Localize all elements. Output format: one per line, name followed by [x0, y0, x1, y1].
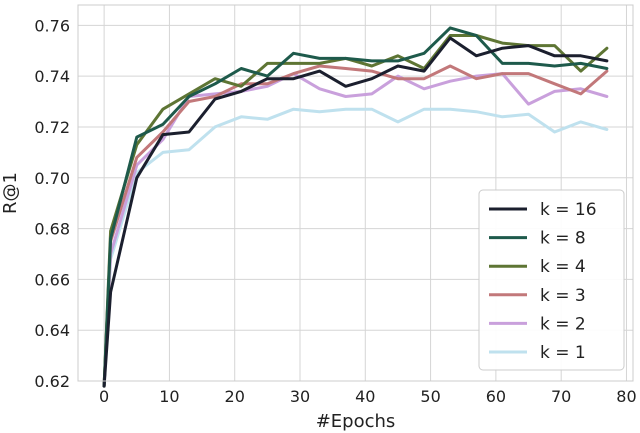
- y-tick-label: 0.72: [34, 118, 70, 137]
- x-axis-label: #Epochs: [316, 411, 396, 432]
- x-tick-label: 10: [159, 387, 179, 406]
- series-line-k-16: [102, 36, 609, 388]
- x-tick-label: 20: [225, 387, 245, 406]
- legend-label-k-1: k = 1: [540, 343, 586, 363]
- y-tick-label: 0.64: [34, 321, 70, 340]
- y-tick-label: 0.68: [34, 220, 70, 239]
- series-layer: [102, 26, 609, 388]
- legend-label-k-4: k = 4: [540, 257, 586, 277]
- series-line-k-3: [102, 64, 609, 388]
- y-tick-label: 0.76: [34, 16, 70, 35]
- legend-label-k-3: k = 3: [540, 286, 586, 306]
- series-line-k-1: [102, 107, 609, 388]
- y-tick-label: 0.74: [34, 67, 70, 86]
- y-axis-ticks: 0.62 0.64 0.66 0.68 0.70 0.72 0.74 0.76: [34, 16, 70, 391]
- legend-label-k-8: k = 8: [540, 229, 586, 249]
- x-tick-label: 0: [99, 387, 109, 406]
- series-line-k-8: [102, 26, 609, 388]
- y-tick-label: 0.62: [34, 372, 70, 391]
- legend: k = 16 k = 8 k = 4 k = 3 k = 2 k = 1: [478, 189, 625, 371]
- x-tick-label: 80: [616, 387, 636, 406]
- legend-label-k-2: k = 2: [540, 314, 586, 334]
- y-tick-label: 0.66: [34, 270, 70, 289]
- legend-label-k-16: k = 16: [540, 200, 597, 220]
- x-tick-label: 60: [486, 387, 506, 406]
- x-axis-ticks: 0 10 20 30 40 50 60 70 80: [99, 387, 637, 406]
- legend-box: [478, 189, 625, 371]
- y-axis-label: R@1: [0, 172, 21, 214]
- x-tick-label: 30: [290, 387, 310, 406]
- x-tick-label: 40: [355, 387, 375, 406]
- y-tick-label: 0.70: [34, 169, 70, 188]
- plot-border: [77, 4, 634, 382]
- x-tick-label: 70: [551, 387, 571, 406]
- series-line-k-2: [102, 72, 609, 388]
- x-tick-label: 50: [420, 387, 440, 406]
